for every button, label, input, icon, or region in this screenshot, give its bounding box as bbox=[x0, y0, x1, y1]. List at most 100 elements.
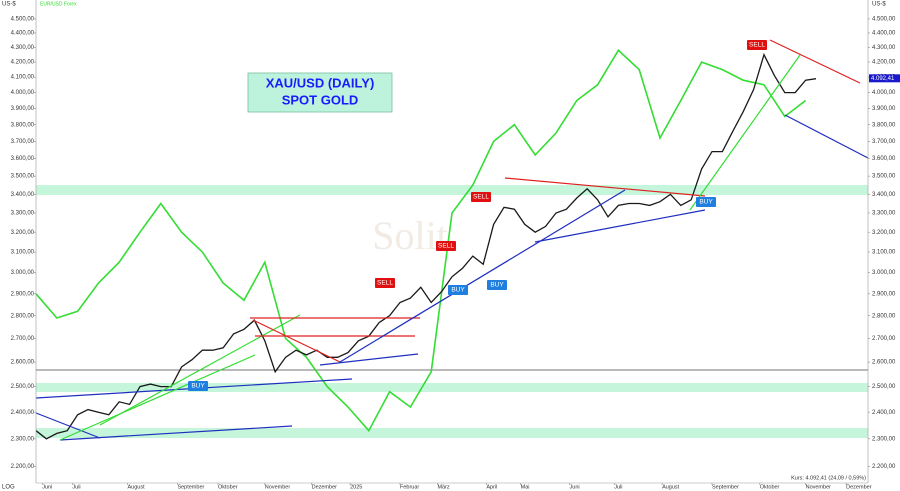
y-tick-label: 3.200,00 bbox=[11, 230, 35, 236]
x-tick-label: Juli bbox=[614, 484, 622, 490]
trendline bbox=[339, 189, 626, 363]
signal-box bbox=[188, 381, 208, 391]
x-tick-label: August bbox=[128, 484, 146, 490]
trendline bbox=[504, 177, 706, 197]
y-tick-label: 2.400,00 bbox=[872, 410, 896, 416]
y-tick-label: 2.800,00 bbox=[11, 313, 35, 319]
y-tick-label: 2.200,00 bbox=[11, 464, 35, 470]
zone bbox=[36, 185, 868, 195]
x-tick-label: November bbox=[806, 484, 832, 490]
signal-label: SELL bbox=[377, 280, 393, 287]
y-tick-label: 3.400,00 bbox=[11, 192, 35, 198]
signal-box bbox=[747, 40, 767, 50]
x-tick-label: November bbox=[265, 484, 291, 490]
trendline bbox=[784, 114, 869, 159]
y-tick-label: 3.000,00 bbox=[11, 270, 35, 276]
trendline bbox=[252, 319, 341, 363]
signal-label: BUY bbox=[699, 199, 713, 206]
trendline bbox=[99, 314, 301, 426]
trendline bbox=[769, 39, 861, 84]
y-tick-label: 4.500,00 bbox=[872, 16, 896, 22]
trendline bbox=[689, 54, 801, 211]
trendline bbox=[35, 412, 101, 439]
y-tick-label: 3.500,00 bbox=[11, 174, 35, 180]
watermark: Solit bbox=[372, 213, 448, 258]
zone bbox=[36, 383, 868, 392]
series bbox=[35, 49, 817, 440]
y-tick-label: 2.800,00 bbox=[872, 313, 896, 319]
signal-box bbox=[696, 197, 716, 207]
x-tick-label: Oktober bbox=[760, 484, 780, 490]
y-tick-label: 2.300,00 bbox=[872, 436, 896, 442]
y-tick-label: 3.300,00 bbox=[11, 211, 35, 217]
price-tag bbox=[869, 74, 900, 83]
y-tick-label: 3.700,00 bbox=[872, 139, 896, 145]
title-box bbox=[247, 72, 393, 113]
y-tick-label: 3.900,00 bbox=[872, 106, 896, 112]
y-tick-label: 4.500,00 bbox=[11, 16, 35, 22]
y-tick-label: 4.300,00 bbox=[872, 45, 896, 51]
y-tick-label: 4.400,00 bbox=[872, 31, 896, 37]
x-tick-label: Juli bbox=[72, 484, 80, 490]
y-tick-label: 2.700,00 bbox=[11, 336, 35, 342]
y-tick-label: 3.900,00 bbox=[11, 106, 35, 112]
price-tag-label: 4.092,41 bbox=[871, 76, 895, 82]
signal-box bbox=[471, 192, 491, 202]
signal-label: SELL bbox=[749, 42, 765, 49]
y-unit: US-$ bbox=[872, 2, 886, 8]
y-tick-label: 2.600,00 bbox=[872, 360, 896, 366]
y-tick-label: 3.200,00 bbox=[872, 230, 896, 236]
y-tick-label: 2.400,00 bbox=[11, 410, 35, 416]
y-unit: US-$ bbox=[2, 2, 16, 8]
y-tick-label: 4.000,00 bbox=[11, 90, 35, 96]
y-tick-label: 4.300,00 bbox=[11, 45, 35, 51]
grid: 2.200,00 2.200,00 2.300,00 2.300,00 2.400,00… bbox=[11, 16, 896, 490]
y-tick-label: 4.200,00 bbox=[872, 60, 896, 66]
x-tick-label: August bbox=[662, 484, 680, 490]
y-tick-label: 2.900,00 bbox=[11, 291, 35, 297]
signal-box bbox=[375, 278, 395, 288]
series-line bbox=[35, 52, 817, 440]
y-tick-label: 4.400,00 bbox=[11, 31, 35, 37]
y-tick-label: 3.600,00 bbox=[872, 156, 896, 162]
signal-box bbox=[487, 280, 507, 290]
trendline bbox=[319, 353, 419, 366]
footer: Kurs: 4.092,41 (24,09 / 0,59%) bbox=[791, 475, 866, 481]
signal-label: BUY bbox=[451, 287, 465, 294]
signal-label: SELL bbox=[438, 243, 454, 250]
x-tick-label: September bbox=[177, 484, 204, 490]
zone bbox=[36, 428, 868, 438]
x-tick-label: Juni bbox=[570, 484, 580, 490]
signal-label: BUY bbox=[191, 383, 205, 390]
y-tick-label: 3.800,00 bbox=[872, 122, 896, 128]
y-tick-label: 3.600,00 bbox=[11, 156, 35, 162]
y-tick-label: 3.100,00 bbox=[872, 250, 896, 256]
y-tick-label: 3.000,00 bbox=[872, 270, 896, 276]
signal-box bbox=[436, 241, 456, 251]
y-tick-label: 3.700,00 bbox=[11, 139, 35, 145]
y-tick-label: 2.300,00 bbox=[11, 436, 35, 442]
x-tick-label: September bbox=[712, 484, 739, 490]
trendline bbox=[59, 354, 256, 441]
y-tick-label: 4.000,00 bbox=[872, 90, 896, 96]
y-tick-label: 2.600,00 bbox=[11, 360, 35, 366]
y-tick-label: 2.900,00 bbox=[872, 291, 896, 297]
x-tick-label: März bbox=[437, 484, 449, 490]
chart-subtitle: SPOT GOLD bbox=[282, 92, 359, 107]
x-tick-label: April bbox=[486, 484, 497, 490]
legend-entry: EUR/USD Forex bbox=[40, 1, 77, 7]
y-tick-label: 2.500,00 bbox=[11, 384, 35, 390]
x-tick-label: Dezember bbox=[846, 484, 872, 490]
y-tick-label: 4.200,00 bbox=[11, 60, 35, 66]
x-tick-label: Oktober bbox=[218, 484, 238, 490]
x-tick-label: Mai bbox=[521, 484, 530, 490]
y-tick-label: 3.400,00 bbox=[872, 192, 896, 198]
x-tick-label: Juni bbox=[42, 484, 52, 490]
y-tick-label: 2.200,00 bbox=[872, 464, 896, 470]
series-line bbox=[35, 49, 807, 433]
signal-box bbox=[448, 285, 468, 295]
y-tick-label: 3.500,00 bbox=[872, 174, 896, 180]
scale-label: LOG bbox=[2, 485, 15, 491]
y-tick-label: 2.500,00 bbox=[872, 384, 896, 390]
trendline bbox=[534, 209, 706, 243]
